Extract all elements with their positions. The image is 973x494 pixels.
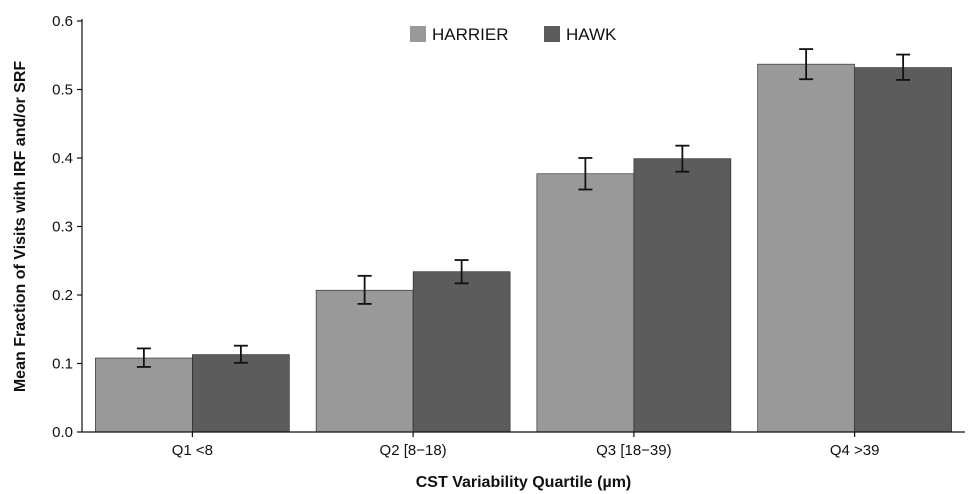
- y-tick-label: 0.1: [52, 356, 73, 373]
- y-axis-title: Mean Fraction of Visits with IRF and/or …: [12, 61, 29, 393]
- bar-hawk-4: [854, 67, 952, 433]
- y-tick-label: 0.0: [52, 424, 73, 441]
- y-tick-label: 0.5: [52, 82, 73, 99]
- bar-harrier-4: [757, 63, 855, 433]
- bar-hawk-1: [192, 354, 290, 433]
- legend-label-harrier: HARRIER: [432, 25, 509, 44]
- x-tick-label: Q3 [18−39): [596, 442, 671, 459]
- legend-label-hawk: HAWK: [566, 25, 617, 44]
- y-ticks-layer: 0.0 0.1 0.2 0.3 0.4 0.5 0.6: [52, 13, 82, 441]
- bar-hawk-3: [633, 158, 732, 433]
- x-axis-title: CST Variability Quartile (µm): [416, 474, 632, 491]
- legend-swatch-harrier: [410, 26, 426, 42]
- bar-hawk-2: [412, 271, 511, 433]
- x-tick-label: Q4 >39: [830, 442, 880, 459]
- x-tick-label: Q2 [8−18): [380, 442, 447, 459]
- legend-swatch-hawk: [544, 26, 560, 42]
- bar-harrier-2: [315, 289, 414, 433]
- bar-harrier-1: [95, 357, 193, 433]
- bars-layer: [95, 63, 952, 433]
- x-tick-label: Q1 <8: [172, 442, 213, 459]
- x-ticks-layer: Q1 <8 Q2 [8−18) Q3 [18−39) Q4 >39: [172, 432, 880, 459]
- y-tick-label: 0.2: [52, 287, 73, 304]
- y-tick-label: 0.3: [52, 219, 73, 236]
- error-bars-layer: [136, 48, 911, 368]
- bar-harrier-3: [536, 173, 635, 433]
- y-tick-label: 0.6: [52, 13, 73, 30]
- legend: HARRIER HAWK: [410, 25, 617, 44]
- y-tick-label: 0.4: [52, 150, 73, 167]
